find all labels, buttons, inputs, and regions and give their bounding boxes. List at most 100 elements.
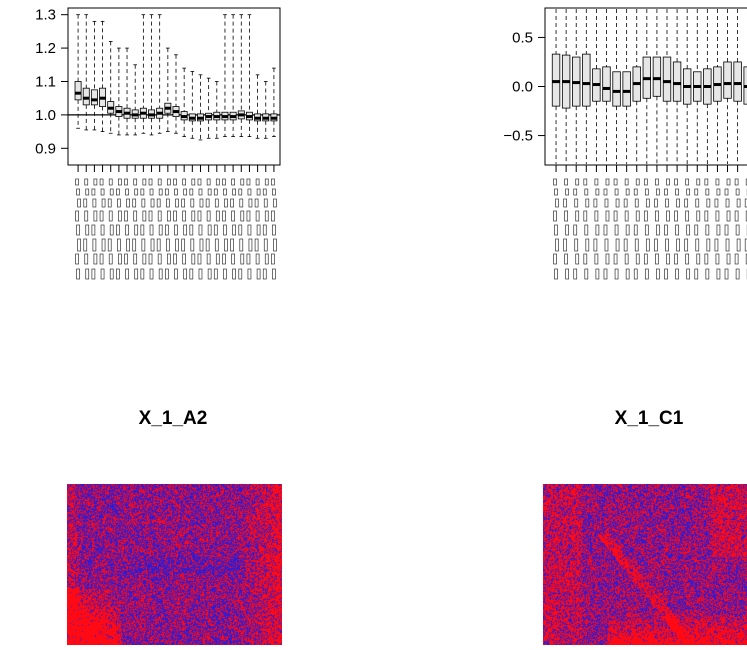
label-glyph xyxy=(635,210,640,222)
box-12 xyxy=(662,9,672,164)
y-tick-label: 1.2 xyxy=(35,40,56,57)
label-glyph xyxy=(685,253,690,265)
label-glyph xyxy=(674,210,678,222)
box-3 xyxy=(90,20,98,131)
box-20 xyxy=(743,66,747,105)
box-3 xyxy=(572,9,581,164)
label-glyph xyxy=(156,238,161,252)
label-glyph xyxy=(704,210,709,222)
label-glyph xyxy=(603,188,608,196)
label-glyph xyxy=(99,253,104,265)
label-glyph xyxy=(686,224,691,236)
label-glyph xyxy=(182,210,187,222)
label-glyph xyxy=(134,224,139,236)
label-glyph xyxy=(273,198,277,208)
label-glyph xyxy=(206,178,211,186)
box-18 xyxy=(213,81,221,139)
box-8 xyxy=(131,64,139,136)
label-glyph xyxy=(165,198,170,208)
label-glyph xyxy=(181,198,186,208)
box-20 xyxy=(229,14,237,138)
label-glyph xyxy=(262,224,267,236)
box-body xyxy=(612,71,621,107)
box-24 xyxy=(262,81,270,139)
label-glyph xyxy=(716,188,721,196)
box-19 xyxy=(733,9,742,164)
x-tick-label-mark xyxy=(140,178,147,280)
label-glyph xyxy=(223,268,227,280)
label-glyph xyxy=(92,198,97,208)
x-tick-label-mark xyxy=(132,178,139,280)
label-glyph xyxy=(573,188,578,196)
label-glyph xyxy=(84,178,89,186)
label-glyph xyxy=(603,224,608,236)
label-glyph xyxy=(655,253,659,265)
label-glyph xyxy=(633,268,638,280)
label-glyph xyxy=(85,224,90,236)
label-glyph xyxy=(565,224,569,236)
label-glyph xyxy=(238,268,243,280)
label-glyph xyxy=(230,238,234,252)
label-glyph xyxy=(594,253,599,265)
label-glyph xyxy=(117,198,121,208)
box-16 xyxy=(703,9,712,164)
x-tick-label-mark xyxy=(205,178,212,280)
label-glyph xyxy=(256,188,261,196)
label-glyph xyxy=(141,198,146,208)
label-glyph xyxy=(645,238,650,252)
label-glyph xyxy=(182,178,187,186)
label-glyph xyxy=(157,210,162,222)
label-glyph xyxy=(655,210,659,222)
box-body xyxy=(622,71,631,107)
label-glyph xyxy=(84,253,89,265)
label-glyph xyxy=(181,238,186,252)
label-glyph xyxy=(665,238,669,252)
label-glyph xyxy=(656,224,660,236)
label-glyph xyxy=(696,178,701,186)
x-tick-label-mark xyxy=(116,178,122,280)
label-glyph xyxy=(264,253,269,265)
label-glyph xyxy=(107,198,112,208)
label-glyph xyxy=(174,268,178,280)
box-body xyxy=(662,56,672,102)
label-glyph xyxy=(92,238,97,252)
label-glyph xyxy=(75,178,79,186)
box-25 xyxy=(270,67,278,138)
x-tick-label-mark xyxy=(271,178,277,280)
label-glyph xyxy=(248,238,253,252)
label-glyph xyxy=(213,224,218,236)
heatmap-image-1 xyxy=(67,484,282,645)
x-tick-label-mark xyxy=(238,178,245,280)
label-glyph xyxy=(714,198,719,208)
label-glyph xyxy=(664,224,668,236)
box-13 xyxy=(672,9,682,164)
label-glyph xyxy=(264,178,269,186)
label-glyph xyxy=(694,188,699,196)
label-glyph xyxy=(643,253,648,265)
label-glyph xyxy=(684,238,689,252)
label-glyph xyxy=(76,188,80,196)
label-glyph xyxy=(605,253,610,265)
label-glyph xyxy=(142,178,147,186)
label-glyph xyxy=(666,210,670,222)
label-glyph xyxy=(100,188,105,196)
label-glyph xyxy=(272,268,276,280)
label-glyph xyxy=(734,253,739,265)
box-12 xyxy=(164,47,172,132)
label-glyph xyxy=(735,188,740,196)
label-glyph xyxy=(254,238,259,252)
label-glyph xyxy=(109,188,114,196)
label-glyph xyxy=(109,224,114,236)
y-tick-label: 0.5 xyxy=(512,29,533,46)
label-glyph xyxy=(207,224,212,236)
label-glyph xyxy=(93,253,98,265)
label-glyph xyxy=(666,178,670,186)
box-7 xyxy=(612,9,621,164)
x-tick-label-mark xyxy=(222,178,228,280)
label-glyph xyxy=(745,253,747,265)
x-tick-label-mark xyxy=(593,178,600,280)
label-glyph xyxy=(262,188,267,196)
label-glyph xyxy=(613,253,618,265)
label-glyph xyxy=(84,210,89,222)
label-glyph xyxy=(125,188,129,196)
